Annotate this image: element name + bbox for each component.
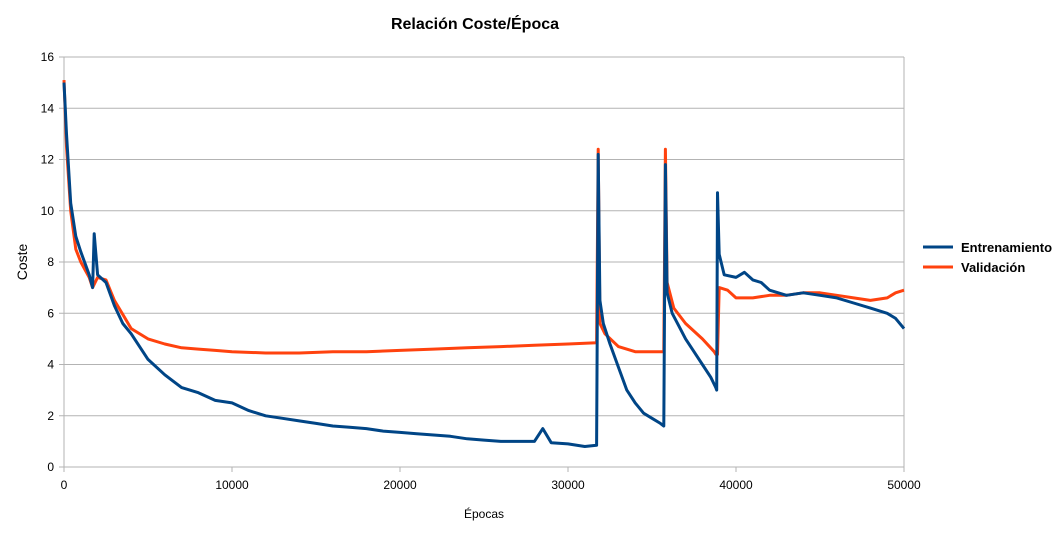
x-tick-label: 10000 [215, 478, 249, 492]
y-tick-label: 2 [47, 409, 54, 423]
y-tick-label: 4 [47, 358, 54, 372]
y-tick-label: 10 [41, 204, 55, 218]
x-tick-label: 50000 [887, 478, 921, 492]
y-axis-label: Coste [14, 244, 30, 281]
y-tick-label: 0 [47, 460, 54, 474]
x-tick-label: 40000 [719, 478, 753, 492]
series-line-0 [62, 82, 906, 448]
axes: 0 2 4 6 8 10 12 14 16 0 10000 20000 30000 40000 50000 [41, 50, 921, 492]
legend-label-1: Validación [961, 260, 1025, 275]
x-tick-label: 0 [61, 478, 68, 492]
series-layer [62, 80, 906, 448]
x-axis-label: Épocas [464, 506, 504, 521]
grid [64, 56, 905, 468]
y-tick-label: 14 [41, 101, 55, 115]
y-tick-label: 12 [41, 153, 55, 167]
legend: Entrenamiento Validación [923, 240, 1052, 275]
y-tick-label: 6 [47, 306, 54, 320]
x-tick-label: 30000 [551, 478, 585, 492]
legend-label-0: Entrenamiento [961, 240, 1052, 255]
y-tick-label: 8 [47, 255, 54, 269]
y-tick-label: 16 [41, 50, 55, 64]
x-tick-label: 20000 [383, 478, 417, 492]
chart-title: Relación Coste/Época [391, 14, 559, 33]
